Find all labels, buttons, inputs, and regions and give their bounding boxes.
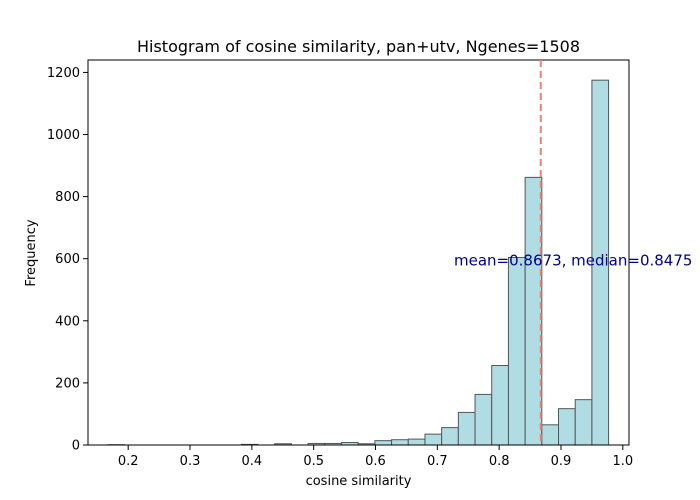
x-tick-label: 0.9 — [551, 454, 572, 469]
mean-median-annotation: mean=0.8673, median=0.8475 — [454, 251, 692, 269]
histogram-bar — [407, 438, 426, 446]
y-tick-label: 1200 — [47, 66, 80, 81]
y-tick-label: 0 — [72, 439, 80, 454]
x-tick-label: 0.5 — [303, 454, 324, 469]
x-axis-title: cosine similarity — [306, 474, 412, 489]
histogram-bar — [507, 256, 526, 446]
x-tick-label: 0.6 — [365, 454, 386, 469]
histogram-bar — [558, 408, 576, 446]
x-tick-label: 0.7 — [427, 454, 448, 469]
histogram-bar — [457, 411, 476, 446]
x-tick-label: 0.4 — [242, 454, 263, 469]
x-tick-label: 1.0 — [612, 454, 633, 469]
x-tick-label: 0.8 — [489, 454, 510, 469]
x-tick-label: 0.2 — [118, 454, 139, 469]
histogram-bar — [541, 424, 560, 446]
bars-group — [107, 79, 610, 446]
y-tick-label: 600 — [55, 252, 80, 267]
y-tick-label: 200 — [55, 376, 80, 391]
histogram-bar — [574, 399, 593, 446]
histogram-bar — [524, 176, 543, 446]
histogram-bar — [474, 393, 493, 446]
y-tick-label: 400 — [55, 314, 80, 329]
y-tick-label: 1000 — [47, 128, 80, 143]
axes-group: 0.2 0.3 0.4 0.5 0.6 0.7 0.8 0.9 1.0 0 200 400 600 800… — [47, 59, 633, 469]
x-tick-label: 0.3 — [180, 454, 201, 469]
histogram-bar — [391, 439, 409, 446]
histogram-bar — [491, 365, 509, 446]
chart-title: Histogram of cosine similarity, pan+utv,… — [137, 37, 580, 56]
histogram-bar — [424, 433, 443, 446]
histogram-bar — [441, 427, 459, 446]
histogram-bar — [374, 440, 393, 446]
y-tick-label: 800 — [55, 190, 80, 205]
plot-frame — [87, 59, 630, 446]
y-axis-title: Frequency — [24, 219, 39, 286]
